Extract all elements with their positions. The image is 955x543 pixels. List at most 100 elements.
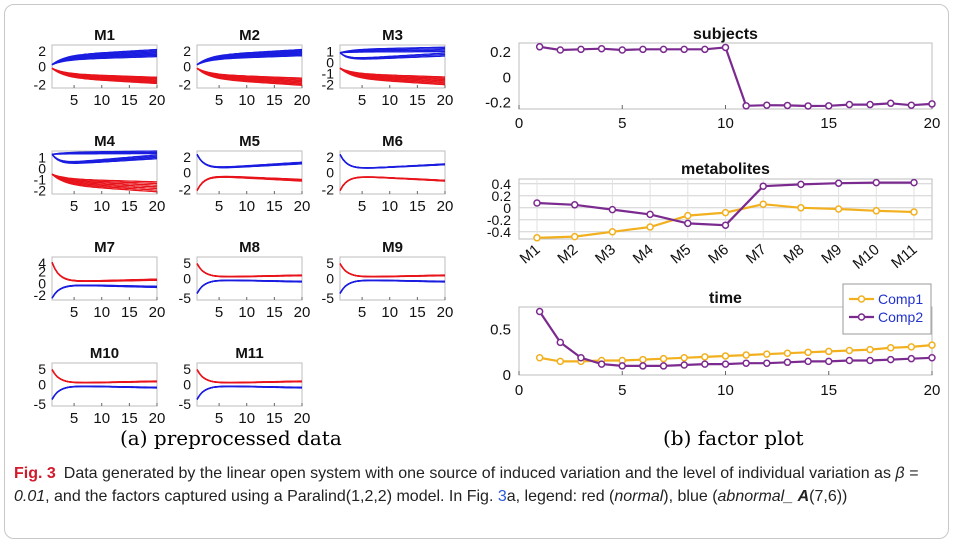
comp2-point <box>680 45 688 54</box>
plot-title: M6 <box>382 133 403 150</box>
x-tick-label: 5 <box>358 304 366 321</box>
comp1-point <box>845 346 854 355</box>
comp1-point <box>639 355 647 364</box>
comp2-point <box>597 360 606 368</box>
x-tick-label: 5 <box>618 115 626 132</box>
x-tick-label: 15 <box>121 410 138 427</box>
y-tick-label: 5 <box>38 361 46 377</box>
y-tick-label: -2 <box>179 76 192 92</box>
comp1-point <box>533 234 541 242</box>
comp1-point <box>742 351 750 359</box>
x-tick-label: 0 <box>515 382 523 399</box>
x-tick-label: 10 <box>238 92 255 109</box>
y-tick-label: -2 <box>179 182 192 198</box>
normal-curve <box>196 67 303 86</box>
comp2-point <box>886 355 895 364</box>
plot-title: time <box>709 290 742 307</box>
normal-curve <box>51 173 158 186</box>
comp1-point <box>804 348 812 357</box>
abnormal-curve <box>51 285 158 299</box>
x-tick-label: 15 <box>121 198 138 215</box>
y-tick-label: 2 <box>183 149 191 165</box>
comp1-point <box>907 343 916 351</box>
x-tick-label: 15 <box>121 92 138 109</box>
comp2-point <box>597 44 606 53</box>
comp2-point <box>866 100 874 109</box>
abnormal-curve <box>196 48 303 66</box>
comp2-point <box>721 43 730 52</box>
x-tick-label: 20 <box>149 92 166 109</box>
small-plot-m10 <box>51 362 158 407</box>
x-tick-label: 10 <box>238 410 255 427</box>
comp2-point <box>845 356 854 365</box>
abnormal-curve <box>51 48 158 66</box>
comp2-point <box>834 179 843 187</box>
comp2-point <box>797 180 805 189</box>
figure-frame <box>4 4 949 539</box>
comp1-point <box>872 207 881 215</box>
x-tick-label: 20 <box>437 92 454 109</box>
comp2-point <box>577 45 585 54</box>
plot-title: subjects <box>693 26 758 43</box>
caption-text-2: , and the factors captured using a Paral… <box>45 488 498 505</box>
y-tick-label: 0 <box>183 377 191 393</box>
caption-label: Fig. 3 <box>14 465 56 482</box>
comp1-point <box>928 341 936 349</box>
y-tick-label: 5 <box>326 255 334 271</box>
y-tick-label: 2 <box>38 43 46 59</box>
x-tick-label: 20 <box>924 382 941 399</box>
caption-text-1: Data generated by the linear open system… <box>63 465 896 482</box>
normal-curve <box>196 176 303 191</box>
x-tick-label: 20 <box>149 304 166 321</box>
y-tick-label: 2 <box>326 149 334 165</box>
caption-figure-link[interactable]: 3 <box>497 488 507 505</box>
comp2-point <box>910 178 918 187</box>
comp2-point <box>907 354 916 363</box>
x-tick-label: 15 <box>266 410 283 427</box>
plot-title: metabolites <box>681 161 770 178</box>
x-tick-label: 15 <box>266 198 283 215</box>
plot-title: M11 <box>235 345 263 362</box>
small-plot-m2 <box>196 44 303 89</box>
x-tick-label: 10 <box>93 198 110 215</box>
y-tick-label: 1 <box>326 44 334 60</box>
x-tick-label: 5 <box>215 198 223 215</box>
x-tick-label: 5 <box>70 198 78 215</box>
factor-subjects-plot <box>518 42 936 110</box>
x-tick-label: 10 <box>93 92 110 109</box>
comp2-point <box>570 201 579 209</box>
comp2-point <box>659 362 668 370</box>
plot-title: M3 <box>382 27 403 44</box>
abnormal-curve <box>51 50 158 66</box>
x-tick-label: 5 <box>618 382 626 399</box>
x-tick-label: 5 <box>358 92 366 109</box>
x-tick-label: 15 <box>820 115 837 132</box>
comp2-point <box>701 45 709 54</box>
y-tick-label: 0 <box>503 200 511 216</box>
y-tick-label: 1 <box>38 150 46 166</box>
comp2-point <box>680 361 688 369</box>
comp2-point <box>639 362 647 370</box>
abnormal-curve <box>51 153 158 163</box>
time-legend <box>842 283 932 335</box>
y-tick-label: -0.4 <box>487 224 511 240</box>
comp1-point <box>680 354 688 362</box>
plot-title: M10 <box>90 345 119 362</box>
x-tick-label: M6 <box>705 241 732 267</box>
normal-curve <box>339 67 446 78</box>
normal-curve <box>339 67 446 82</box>
y-tick-label: -2 <box>34 287 47 303</box>
abnormal-curve <box>196 154 303 168</box>
x-tick-label: 15 <box>820 382 837 399</box>
x-tick-label: 10 <box>93 304 110 321</box>
small-plot-m3 <box>339 44 446 89</box>
normal-curve <box>51 173 158 193</box>
comp2-point <box>825 102 833 110</box>
y-tick-label: 0 <box>38 275 46 291</box>
comp2-point <box>721 221 730 229</box>
x-tick-label: 5 <box>70 92 78 109</box>
x-tick-label: 10 <box>238 198 255 215</box>
comp1-point <box>783 349 792 357</box>
abnormal-curve <box>339 50 445 54</box>
x-tick-label: 20 <box>149 410 166 427</box>
